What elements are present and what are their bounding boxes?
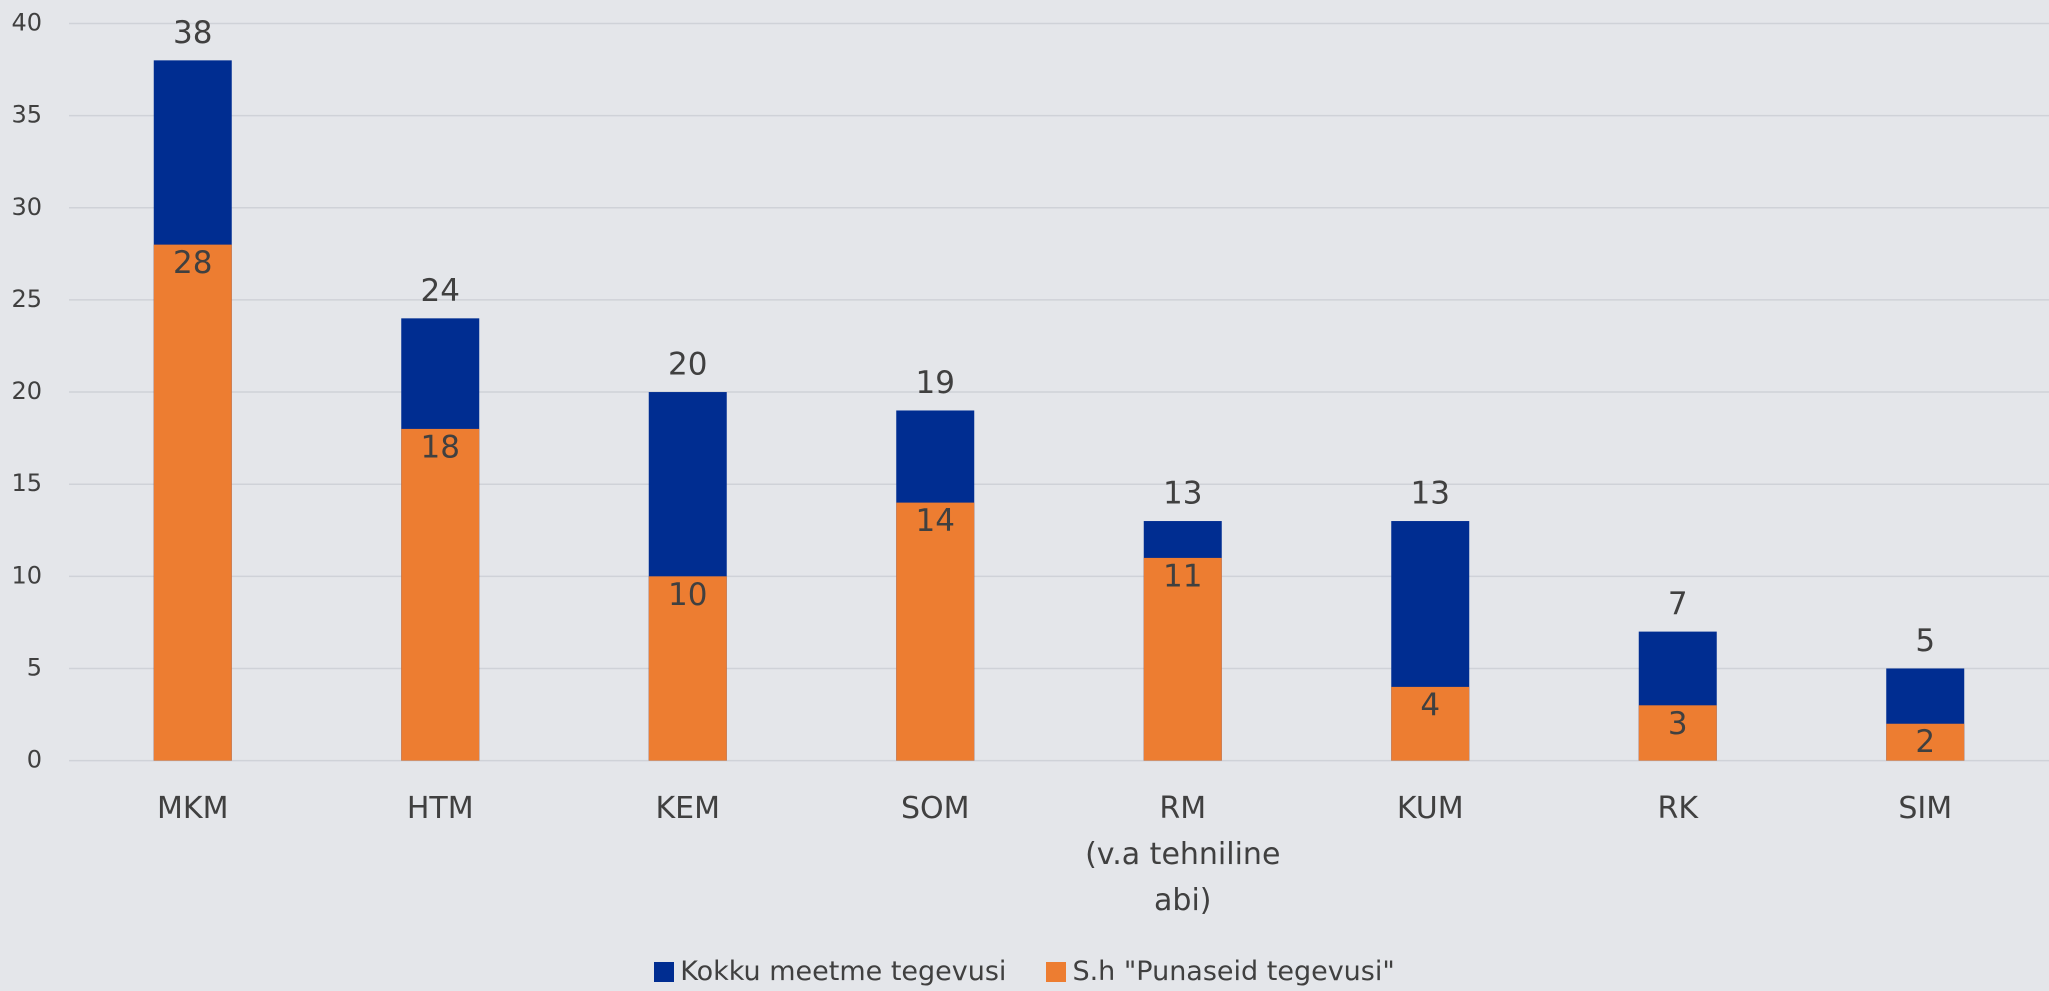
value-label: 18 <box>421 429 460 465</box>
x-tick-label: MKM <box>157 791 229 826</box>
value-label: 3 <box>1668 706 1688 742</box>
x-tick-label: SOM <box>900 791 970 826</box>
legend-label: S.h "Punaseid tegevusi" <box>1072 956 1395 987</box>
value-label: 20 <box>668 347 707 383</box>
value-label: 7 <box>1668 586 1688 622</box>
x-tick-label: KUM <box>1396 791 1464 826</box>
bar <box>1638 705 1717 761</box>
x-tick-label: RK <box>1657 791 1699 826</box>
legend-label: Kokku meetme tegevusi <box>680 956 1007 987</box>
value-label: 5 <box>1915 623 1935 659</box>
bar <box>1143 557 1222 761</box>
value-label: 38 <box>173 15 212 51</box>
bar <box>153 244 232 761</box>
y-tick-label: 15 <box>11 469 42 497</box>
value-label: 14 <box>916 503 955 539</box>
bar <box>648 576 727 761</box>
y-tick-label: 0 <box>27 746 42 774</box>
y-tick-label: 10 <box>11 561 42 589</box>
legend-swatch <box>654 962 675 982</box>
bar <box>401 428 480 761</box>
x-tick-label: KEM <box>655 791 720 826</box>
x-tick-label: RM (v.a tehniline abi) <box>1085 791 1281 918</box>
legend-item: Kokku meetme tegevusi <box>654 956 1006 987</box>
bar <box>1886 723 1965 761</box>
y-tick-label: 20 <box>11 377 42 405</box>
bar <box>896 502 975 761</box>
x-tick-label: SIM <box>1898 791 1953 826</box>
value-label: 13 <box>1411 476 1450 512</box>
value-label: 24 <box>421 273 460 309</box>
y-tick-label: 40 <box>11 9 42 37</box>
y-tick-label: 35 <box>11 101 42 129</box>
value-label: 28 <box>173 245 212 281</box>
legend-item: S.h "Punaseid tegevusi" <box>1046 956 1395 987</box>
value-label: 2 <box>1915 724 1935 760</box>
y-tick-label: 25 <box>11 285 42 313</box>
value-label: 11 <box>1163 558 1202 594</box>
value-label: 4 <box>1420 687 1440 723</box>
bar <box>1391 686 1470 761</box>
y-tick-label: 5 <box>27 653 42 681</box>
x-tick-label: HTM <box>406 791 474 826</box>
y-tick-label: 30 <box>11 193 42 221</box>
value-label: 13 <box>1163 476 1202 512</box>
value-label: 10 <box>668 577 707 613</box>
legend-swatch <box>1046 962 1067 982</box>
legend: Kokku meetme tegevusi S.h "Punaseid tegev… <box>0 956 2049 987</box>
value-label: 19 <box>916 365 955 401</box>
